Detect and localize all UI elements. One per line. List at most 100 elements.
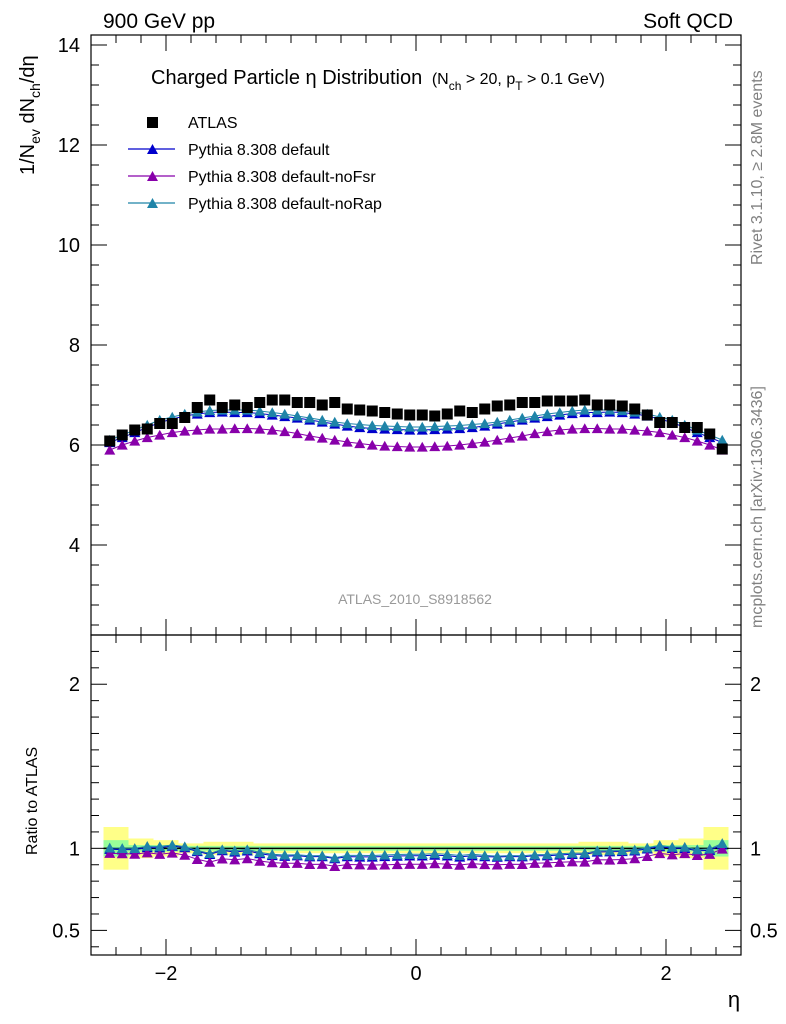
marker-atlas (241, 402, 253, 413)
marker-nofsr (516, 430, 528, 441)
ratio-marker-nofsr (291, 857, 303, 868)
ratio-marker-norap (466, 849, 478, 859)
marker-norap (254, 405, 266, 416)
ratio-marker-nofsr (216, 853, 228, 864)
marker-atlas (216, 402, 228, 413)
ratio-marker-norap (216, 844, 228, 855)
marker-atlas (104, 435, 116, 447)
marker-atlas (354, 404, 366, 416)
ratio-marker-nofsr (316, 859, 328, 869)
ratio-marker-nofsr (654, 848, 666, 859)
series-line-nofsr (109, 428, 723, 451)
ratio-marker-nofsr (416, 859, 428, 869)
marker-nofsr (591, 423, 603, 434)
marker-atlas (666, 417, 678, 428)
marker-norap (204, 405, 216, 416)
ratio-marker-norap (491, 850, 503, 861)
marker-atlas (129, 424, 141, 436)
ratio-y-tick-label: 0.5 (52, 920, 80, 942)
marker-nofsr (641, 425, 653, 436)
ratio-marker-norap (691, 844, 703, 855)
marker-nofsr (241, 423, 253, 434)
marker-norap (379, 420, 391, 431)
marker-norap (291, 410, 303, 421)
marker-nofsr (466, 438, 478, 449)
ratio-marker-nofsr (341, 859, 353, 870)
ratio-marker-nofsr (516, 859, 528, 870)
marker-atlas (141, 423, 153, 435)
marker-norap (329, 416, 341, 427)
ratio-marker-norap (391, 849, 403, 860)
analysis-label: ATLAS_2010_S8918562 (338, 591, 492, 607)
ratio-marker-norap (641, 842, 653, 853)
marker-atlas (254, 397, 266, 408)
marker-nofsr (479, 436, 491, 447)
ratio-marker-norap (291, 849, 303, 860)
ratio-marker-norap (279, 849, 291, 860)
ratio-marker-norap (341, 850, 353, 861)
ratio-marker-nofsr (354, 859, 366, 870)
marker-norap (366, 420, 378, 431)
marker-atlas (204, 394, 216, 406)
marker-norap (454, 420, 466, 431)
marker-nofsr (416, 441, 428, 452)
marker-nofsr (354, 438, 366, 449)
marker-atlas (704, 428, 716, 440)
marker-nofsr (304, 430, 316, 441)
y-tick-label: 10 (58, 235, 80, 257)
marker-nofsr (341, 436, 353, 447)
marker-norap (579, 404, 591, 415)
marker-atlas (341, 403, 353, 415)
chart-title: Charged Particle η Distribution (Nch > 2… (151, 67, 605, 93)
ratio-marker-nofsr (566, 856, 578, 867)
marker-nofsr (441, 440, 453, 451)
legend: ATLAS Pythia 8.308 default Pythia 8.308 … (128, 115, 382, 213)
marker-norap (479, 418, 491, 429)
header-right: Soft QCD (643, 10, 733, 33)
ratio-marker-nofsr (366, 859, 378, 870)
ratio-y-axis-label: Ratio to ATLAS (24, 747, 41, 855)
y-tick-label: 8 (69, 335, 80, 357)
ratio-marker-nofsr (629, 853, 641, 864)
marker-nofsr (316, 432, 328, 443)
ratio-marker-norap (166, 839, 178, 850)
marker-atlas (391, 408, 403, 420)
ratio-marker-norap (179, 841, 191, 852)
ratio-marker-norap (679, 841, 691, 852)
marker-nofsr (566, 423, 578, 434)
y-tick-label: 12 (58, 135, 80, 157)
marker-atlas (466, 407, 478, 418)
marker-atlas (416, 409, 428, 421)
ratio-marker-nofsr (116, 848, 128, 859)
marker-atlas (154, 418, 166, 429)
header-left: 900 GeV pp (103, 10, 215, 33)
marker-norap (391, 421, 403, 432)
marker-nofsr (216, 423, 228, 434)
marker-nofsr (141, 432, 153, 443)
ratio-marker-norap (329, 852, 341, 863)
marker-norap (716, 434, 728, 445)
ratio-marker-nofsr (404, 859, 416, 869)
marker-nofsr (291, 428, 303, 439)
marker-nofsr (704, 439, 716, 450)
marker-norap (266, 407, 278, 418)
ratio-marker-norap (366, 850, 378, 861)
marker-norap (516, 412, 528, 423)
marker-nofsr (191, 424, 203, 435)
ratio-marker-norap (429, 848, 441, 859)
ratio-marker-nofsr (266, 857, 278, 868)
ratio-marker-norap (304, 850, 316, 861)
ratio-marker-nofsr (616, 854, 628, 865)
ratio-marker-nofsr (591, 854, 603, 865)
ratio-marker-nofsr (716, 843, 728, 854)
marker-nofsr (654, 427, 666, 438)
marker-nofsr (204, 423, 216, 434)
ratio-plot-markers (104, 838, 728, 871)
ratio-y-tick-label-right: 1 (750, 838, 761, 860)
marker-atlas (504, 399, 516, 411)
y-tick-label: 14 (58, 35, 80, 57)
ratio-marker-norap (541, 849, 553, 860)
marker-atlas (266, 394, 278, 406)
marker-nofsr (179, 425, 191, 436)
